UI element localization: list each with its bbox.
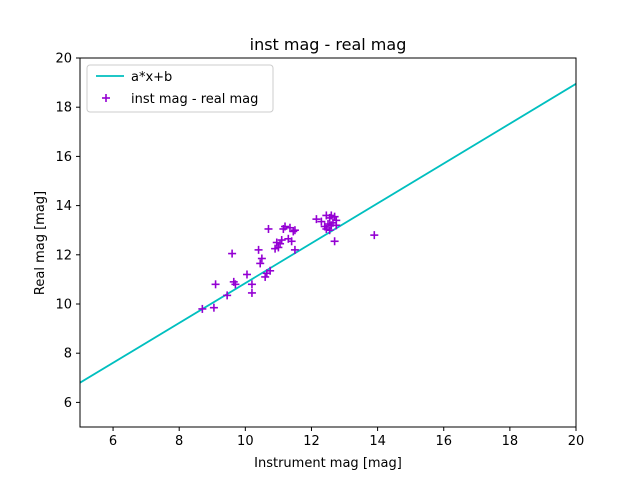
x-axis-label: Instrument mag [mag]: [254, 456, 402, 471]
scatter-point: [198, 304, 207, 313]
scatter-point: [290, 245, 299, 254]
scatter-point: [223, 291, 232, 300]
scatter-point: [274, 243, 283, 252]
scatter-point: [256, 259, 265, 268]
x-tick-label: 10: [237, 434, 254, 449]
legend-scatter-label: inst mag - real mag: [131, 92, 258, 107]
scatter-point: [281, 222, 290, 231]
fit-line: [80, 83, 576, 384]
scatter-point: [276, 239, 285, 248]
scatter-point: [290, 226, 299, 235]
y-tick-label: 10: [55, 298, 72, 313]
scatter-point: [317, 217, 326, 226]
scatter-point: [287, 237, 296, 246]
scatter-point: [261, 272, 270, 281]
scatter-point: [231, 280, 240, 289]
scatter-point: [264, 224, 273, 233]
scatter-point: [209, 303, 218, 312]
plot-area: [80, 83, 576, 384]
x-tick-label: 20: [568, 434, 585, 449]
scatter-point: [247, 288, 256, 297]
y-tick-label: 20: [55, 52, 72, 67]
y-axis-label: Real mag [mag]: [33, 191, 48, 295]
y-tick-label: 12: [55, 248, 72, 263]
scatter-point: [330, 237, 339, 246]
y-tick-label: 8: [64, 347, 72, 362]
y-tick-label: 16: [55, 150, 72, 165]
legend-scatter-marker-swatch: [102, 94, 110, 102]
scatter-point: [277, 236, 286, 245]
scatter-point: [242, 270, 251, 279]
scatter-point: [330, 212, 339, 221]
scatter-point: [312, 215, 321, 224]
scatter-point: [370, 231, 379, 240]
x-tick-label: 8: [175, 434, 183, 449]
x-tick-label: 16: [435, 434, 452, 449]
scatter-point: [247, 280, 256, 289]
axes: 6 8 10 12 14 16 18 20 6 8 10 12 14 16 18 20: [55, 52, 584, 450]
scatter-point: [228, 249, 237, 258]
legend-frame: [86, 64, 274, 113]
legend: a*x+b inst mag - real mag: [86, 64, 274, 113]
y-tick-label: 6: [64, 396, 72, 411]
x-tick-label: 6: [109, 434, 117, 449]
legend-fit-line-label: a*x+b: [131, 70, 172, 85]
scatter-point: [257, 254, 266, 263]
x-tick-label: 14: [369, 434, 386, 449]
x-tick-label: 12: [303, 434, 320, 449]
scatter-point: [325, 226, 334, 235]
y-tick-label: 14: [55, 199, 72, 214]
x-tick-label: 18: [502, 434, 519, 449]
y-tick-label: 18: [55, 101, 72, 116]
scatter-point: [211, 280, 220, 289]
scatter-point: [266, 266, 275, 275]
chart-title: inst mag - real mag: [250, 35, 407, 54]
axes-frame: [79, 57, 577, 428]
scatter-point: [254, 245, 263, 254]
scatter-point: [289, 227, 298, 236]
scatter-point: [332, 221, 341, 230]
